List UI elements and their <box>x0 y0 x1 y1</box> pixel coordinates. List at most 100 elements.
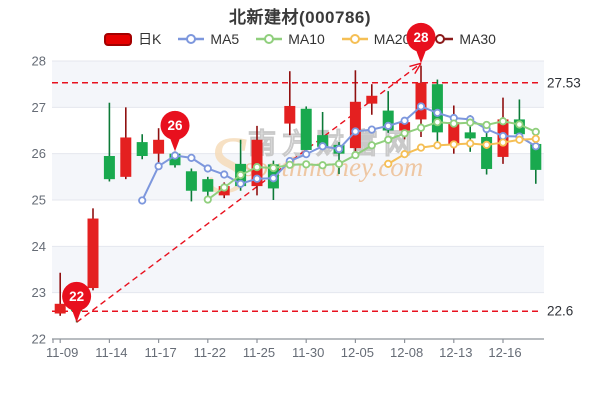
y-axis-label: 26 <box>32 146 46 161</box>
y-axis-label: 28 <box>32 54 46 69</box>
candlestick-down <box>202 179 214 192</box>
ma20-point <box>449 140 458 149</box>
candlestick-down <box>464 132 476 139</box>
ma20-point <box>466 139 475 148</box>
candlestick-up <box>120 137 132 177</box>
ma20-line <box>387 137 536 165</box>
candlestick-up <box>349 101 361 149</box>
legend-item-ma30[interactable]: MA30 <box>427 31 496 47</box>
candlestick-up <box>284 105 296 124</box>
candlestick-down <box>103 155 115 180</box>
ma5-point <box>498 131 508 141</box>
ma20-point <box>498 138 508 147</box>
candlestick-up <box>399 122 411 131</box>
candlestick-down <box>513 119 525 135</box>
x-axis-label: 11-17 <box>144 345 176 360</box>
x-axis-label: 11-30 <box>292 345 324 360</box>
ma5-point <box>236 179 245 188</box>
x-axis-label: 12-05 <box>341 345 374 360</box>
ma10-point <box>220 183 229 192</box>
ma10-point <box>531 127 540 137</box>
ma5-point <box>269 174 278 183</box>
ma5-point <box>220 170 229 179</box>
ma10-line-swatch-icon <box>256 34 283 44</box>
ma20-point <box>433 141 442 150</box>
ma10-point <box>449 119 458 128</box>
trendline-arrowhead <box>414 62 422 74</box>
ma10-point <box>334 159 344 168</box>
balloon-label: 22 <box>69 289 84 304</box>
y-axis-label: 27 <box>32 100 46 115</box>
ma10-point <box>498 117 508 126</box>
ma10-point <box>269 163 278 173</box>
ma5-point <box>400 116 409 125</box>
x-axis-label: 12-16 <box>488 345 521 360</box>
ma5-point <box>302 150 311 159</box>
ma10-point <box>302 160 311 169</box>
y-axis-label: 22 <box>32 332 46 347</box>
ma5-point <box>318 142 327 151</box>
candlestick-up <box>54 303 66 314</box>
x-axis-label: 12-13 <box>439 345 472 360</box>
candlestick-up <box>87 218 99 289</box>
watermark-url: southmoney.com <box>244 152 423 182</box>
price-balloon-marker: 22 <box>62 281 92 323</box>
ma5-point <box>154 162 163 171</box>
grid-band <box>52 246 544 293</box>
candlestick-down <box>267 164 279 189</box>
ma10-point <box>400 129 409 138</box>
ma5-point <box>515 132 524 141</box>
candlestick-up <box>251 139 263 187</box>
ma5-point <box>384 121 393 130</box>
ma5-point <box>285 156 294 166</box>
ma10-point <box>384 135 393 144</box>
candlestick-up <box>448 122 460 146</box>
ma10-point <box>466 118 475 127</box>
legend-label: MA20 <box>373 31 411 47</box>
ma10-point <box>515 120 524 129</box>
legend-item-ma20[interactable]: MA20 <box>341 31 411 47</box>
candlestick-up <box>366 95 378 104</box>
ma20-point <box>482 140 491 149</box>
trendline <box>76 62 422 323</box>
ma5-point <box>433 108 442 118</box>
candlestick-up <box>497 119 509 157</box>
ma10-line <box>207 120 537 201</box>
ma5-point <box>170 151 180 160</box>
ma5-point <box>351 127 360 136</box>
legend-label: MA10 <box>288 31 325 47</box>
ma10-point <box>367 141 376 150</box>
watermark-logo: S <box>207 119 248 210</box>
balloon-label: 26 <box>167 118 183 133</box>
x-axis-label: 12-08 <box>390 345 423 360</box>
ma10-point <box>351 150 360 160</box>
ma10-point <box>285 160 294 169</box>
ma5-point <box>334 144 344 154</box>
reference-level-label: 27.53 <box>547 75 581 90</box>
ma20-point <box>400 150 409 159</box>
candlestick-down <box>333 144 345 154</box>
candlestick-down <box>300 108 312 150</box>
ma5-line <box>141 105 537 201</box>
ma20-point <box>531 134 540 143</box>
candlestick-down <box>185 171 197 191</box>
ma20-point <box>416 143 426 152</box>
ma5-point <box>138 196 147 205</box>
legend-item-ma10[interactable]: MA10 <box>256 31 325 47</box>
candlestick-down <box>481 137 493 169</box>
ma5-point <box>466 115 475 124</box>
legend-label: MA5 <box>210 31 240 47</box>
ma10-point <box>236 170 245 180</box>
ma5-line-swatch-icon <box>178 34 205 44</box>
ma10-point <box>416 123 426 132</box>
candlestick-down <box>431 84 443 133</box>
ma5-point <box>367 125 376 134</box>
candlestick-down <box>136 142 148 156</box>
ma10-point <box>482 120 491 130</box>
ma20-point <box>384 159 393 168</box>
legend-item-daily-k[interactable]: 日K <box>104 29 161 49</box>
y-axis-label: 23 <box>32 285 46 300</box>
ma30-line-swatch-icon <box>427 34 454 44</box>
legend-item-ma5[interactable]: MA5 <box>178 31 239 47</box>
